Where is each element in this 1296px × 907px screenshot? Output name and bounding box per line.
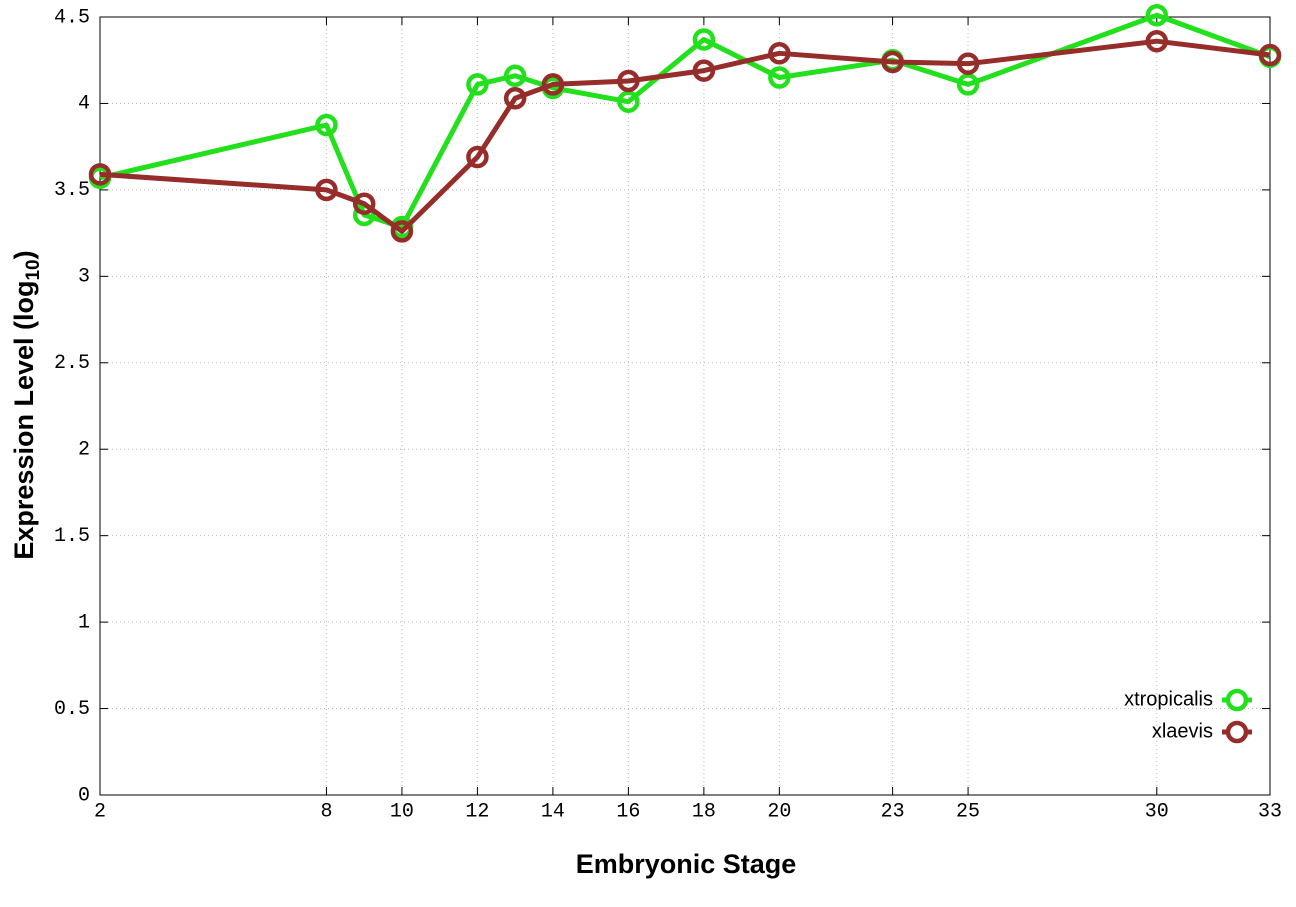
y-tick-label: 4.5 xyxy=(54,6,90,29)
point xyxy=(768,42,791,65)
point xyxy=(541,73,565,96)
grid xyxy=(99,16,1271,796)
point xyxy=(466,145,489,169)
y-tick-label: 3.5 xyxy=(54,179,90,202)
point xyxy=(692,59,716,82)
plot-frame xyxy=(99,16,1271,796)
y-tick-label: 0 xyxy=(78,784,90,807)
x-tick-label: 18 xyxy=(692,800,716,823)
point xyxy=(315,113,338,137)
x-tick-label: 20 xyxy=(767,800,791,823)
y-axis-title-end: ) xyxy=(9,250,39,259)
y-tick-label: 1.5 xyxy=(54,525,90,548)
point xyxy=(1145,4,1169,27)
x-tick-label: 2 xyxy=(94,800,106,823)
legend-label: xlaevis xyxy=(1152,720,1213,742)
x-tick-label: 8 xyxy=(320,800,332,823)
point xyxy=(503,87,527,110)
y-axis-title-main: Expression Level (log xyxy=(9,281,39,560)
point xyxy=(1145,29,1169,53)
point xyxy=(692,28,716,51)
y-tick-label: 3 xyxy=(78,266,90,289)
point xyxy=(768,66,791,89)
point xyxy=(881,50,904,74)
series-line xyxy=(99,12,1271,230)
point xyxy=(956,73,980,96)
y-tick-label: 2 xyxy=(78,439,90,462)
point xyxy=(315,178,338,202)
point xyxy=(352,192,376,215)
point xyxy=(88,163,112,186)
point xyxy=(390,220,414,243)
x-tick-label: 14 xyxy=(541,800,565,823)
legend-label: xtropicalis xyxy=(1124,688,1213,710)
x-tick-label: 10 xyxy=(390,800,414,823)
point xyxy=(956,52,980,75)
y-tick-label: 0.5 xyxy=(54,698,90,721)
point xyxy=(617,90,640,113)
point xyxy=(503,64,527,88)
point xyxy=(466,73,489,96)
legend-marker xyxy=(1225,720,1249,744)
legend-marker xyxy=(1225,688,1249,712)
y-tick-label: 4 xyxy=(78,93,90,116)
point xyxy=(617,69,640,93)
x-tick-label: 33 xyxy=(1258,800,1282,823)
x-axis-title: Embryonic Stage xyxy=(576,849,797,879)
y-axis-title-sub: 10 xyxy=(23,259,44,280)
y-axis-title: Expression Level (log10) xyxy=(9,250,44,559)
x-tick-label: 12 xyxy=(465,800,489,823)
x-tick-label: 23 xyxy=(881,800,905,823)
x-tick-label: 30 xyxy=(1145,800,1169,823)
y-tick-label: 1 xyxy=(78,611,90,634)
y-tick-label: 2.5 xyxy=(54,352,90,375)
x-tick-label: 16 xyxy=(616,800,640,823)
point xyxy=(1258,43,1282,67)
x-tick-label: 25 xyxy=(956,800,980,823)
